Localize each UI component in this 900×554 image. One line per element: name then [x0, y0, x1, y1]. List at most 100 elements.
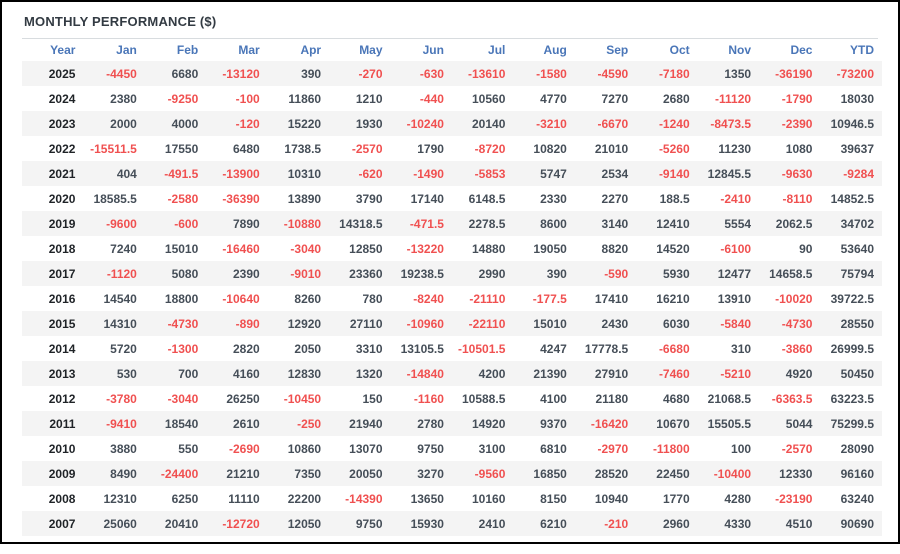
value-cell: 5720 [110, 341, 137, 356]
value-cell: -177.5 [532, 291, 567, 306]
table-row-2024: 2024 2380 -9250 -100 11860 1210 -440 10560 4770 7… [22, 86, 882, 111]
value-cell: -1120 [83, 261, 145, 286]
column-header-ytd: YTD [850, 43, 874, 57]
value-cell: -8473.5 [697, 111, 760, 136]
value-cell: -10501.5 [458, 341, 506, 356]
value-cell: 2780 [390, 411, 452, 436]
value-cell: 150 [362, 391, 383, 406]
value-cell: 550 [178, 441, 199, 456]
table-row-2020: 2020 18585.5 -2580 -36390 13890 3790 17140 6148… [22, 186, 882, 211]
column-header-jun: Jun [422, 43, 444, 57]
value-cell: -4730 [759, 311, 821, 336]
value-cell: 1738.5 [284, 141, 322, 156]
table-row-2017: 2017 -1120 5080 2390 -9010 23360 19238.5 2990 39… [22, 261, 882, 286]
value-cell: 28090 [840, 441, 874, 456]
column-header-aug: Aug [543, 43, 567, 57]
value-cell: -1160 [413, 391, 444, 406]
value-cell: 8260 [294, 291, 322, 306]
year-cell: 2010 [48, 441, 76, 456]
value-cell: 8600 [513, 211, 575, 236]
column-header-apr: Apr [300, 43, 322, 57]
value-cell: 14520 [656, 241, 690, 256]
value-cell: 6810 [540, 441, 567, 456]
value-cell: 10820 [533, 141, 567, 156]
value-cell: 4920 [759, 361, 821, 386]
value-cell: 19050 [533, 241, 567, 256]
table-row-2013: 2013 530 700 4160 12830 1320 -14840 4200 21390 27… [22, 361, 882, 386]
value-cell: -440 [419, 91, 444, 106]
value-cell: -10880 [267, 211, 330, 236]
table-row-2009: 2009 8490 -24400 21210 7350 20050 3270 -9560 168… [22, 461, 882, 486]
table-row-2025: 2025 -4450 6680 -13120 390 -270 -630 -13610 -158… [22, 61, 882, 86]
value-cell: -1240 [636, 111, 698, 136]
value-cell: 2410 [451, 511, 514, 536]
value-cell: -22110 [451, 311, 514, 336]
column-header-may: May [359, 43, 383, 57]
value-cell: -5840 [697, 311, 760, 336]
value-cell: -21110 [469, 291, 506, 306]
value-cell: 1790 [417, 141, 444, 156]
value-cell: 12477 [697, 261, 760, 286]
value-cell: -9600 [83, 211, 145, 236]
value-cell: -8240 [413, 291, 444, 306]
value-cell: 17550 [164, 141, 199, 156]
value-cell: 17140 [410, 191, 444, 206]
value-cell: 63223.5 [830, 391, 874, 406]
value-cell: 27910 [574, 361, 637, 386]
value-cell: 7270 [601, 91, 629, 106]
value-cell: 50450 [820, 361, 882, 386]
value-cell: -23190 [775, 491, 813, 506]
value-cell: 2050 [294, 341, 322, 356]
table-row-2023: 2023 2000 4000 -120 15220 1930 -10240 20140 -321… [22, 111, 882, 136]
value-cell: 1080 [785, 141, 813, 156]
value-cell: 1350 [697, 61, 760, 86]
value-cell: 6480 [232, 141, 260, 156]
value-cell: 14852.5 [830, 191, 874, 206]
value-cell: 21210 [206, 461, 268, 486]
value-cell: -4730 [144, 311, 207, 336]
value-cell: 20140 [451, 111, 514, 136]
value-cell: 39722.5 [830, 291, 874, 306]
value-cell: -8110 [782, 191, 813, 206]
value-cell: 4680 [662, 391, 690, 406]
value-cell: -9410 [83, 411, 145, 436]
value-cell: -3210 [513, 111, 575, 136]
column-header-year: Year [50, 43, 76, 57]
value-cell: 12845.5 [697, 161, 760, 186]
column-header-oct: Oct [669, 43, 690, 57]
value-cell: 700 [144, 361, 207, 386]
value-cell: -36390 [222, 191, 260, 206]
value-cell: 12410 [636, 211, 698, 236]
value-cell: 4247 [540, 341, 567, 356]
year-cell: 2024 [48, 91, 76, 106]
value-cell: -73200 [820, 61, 882, 86]
table-row-2015: 2015 14310 -4730 -890 12920 27110 -10960 -22110… [22, 311, 882, 336]
value-cell: -36190 [759, 61, 821, 86]
value-cell: 2270 [601, 191, 629, 206]
value-cell: 2000 [83, 111, 145, 136]
value-cell: -6100 [720, 241, 752, 256]
year-cell: 2009 [22, 461, 84, 486]
value-cell: 13890 [287, 191, 322, 206]
value-cell: -13610 [451, 61, 514, 86]
value-cell: 8150 [540, 491, 567, 506]
year-cell: 2015 [22, 311, 84, 336]
table-header: Year Jan Feb Mar Apr May Jun Jul Aug Sep Oct Nov Dec… [22, 39, 882, 61]
value-cell: 21940 [329, 411, 391, 436]
value-cell: -8720 [474, 141, 506, 156]
value-cell: 390 [513, 261, 575, 286]
column-header-feb: Feb [176, 43, 199, 57]
value-cell: 5044 [759, 411, 821, 436]
value-cell: 53640 [840, 241, 874, 256]
value-cell: 4100 [540, 391, 567, 406]
table-row-2018: 2018 7240 15010 -16460 -3040 12850 -13220 14880… [22, 236, 882, 261]
value-cell: 1930 [329, 111, 391, 136]
value-cell: -2970 [597, 441, 629, 456]
value-cell: -100 [235, 91, 260, 106]
value-cell: 5080 [144, 261, 207, 286]
title-divider [22, 38, 878, 39]
value-cell: 39637 [840, 141, 874, 156]
value-cell: -10960 [390, 311, 452, 336]
value-cell: 10560 [472, 91, 506, 106]
year-cell: 2023 [22, 111, 84, 136]
